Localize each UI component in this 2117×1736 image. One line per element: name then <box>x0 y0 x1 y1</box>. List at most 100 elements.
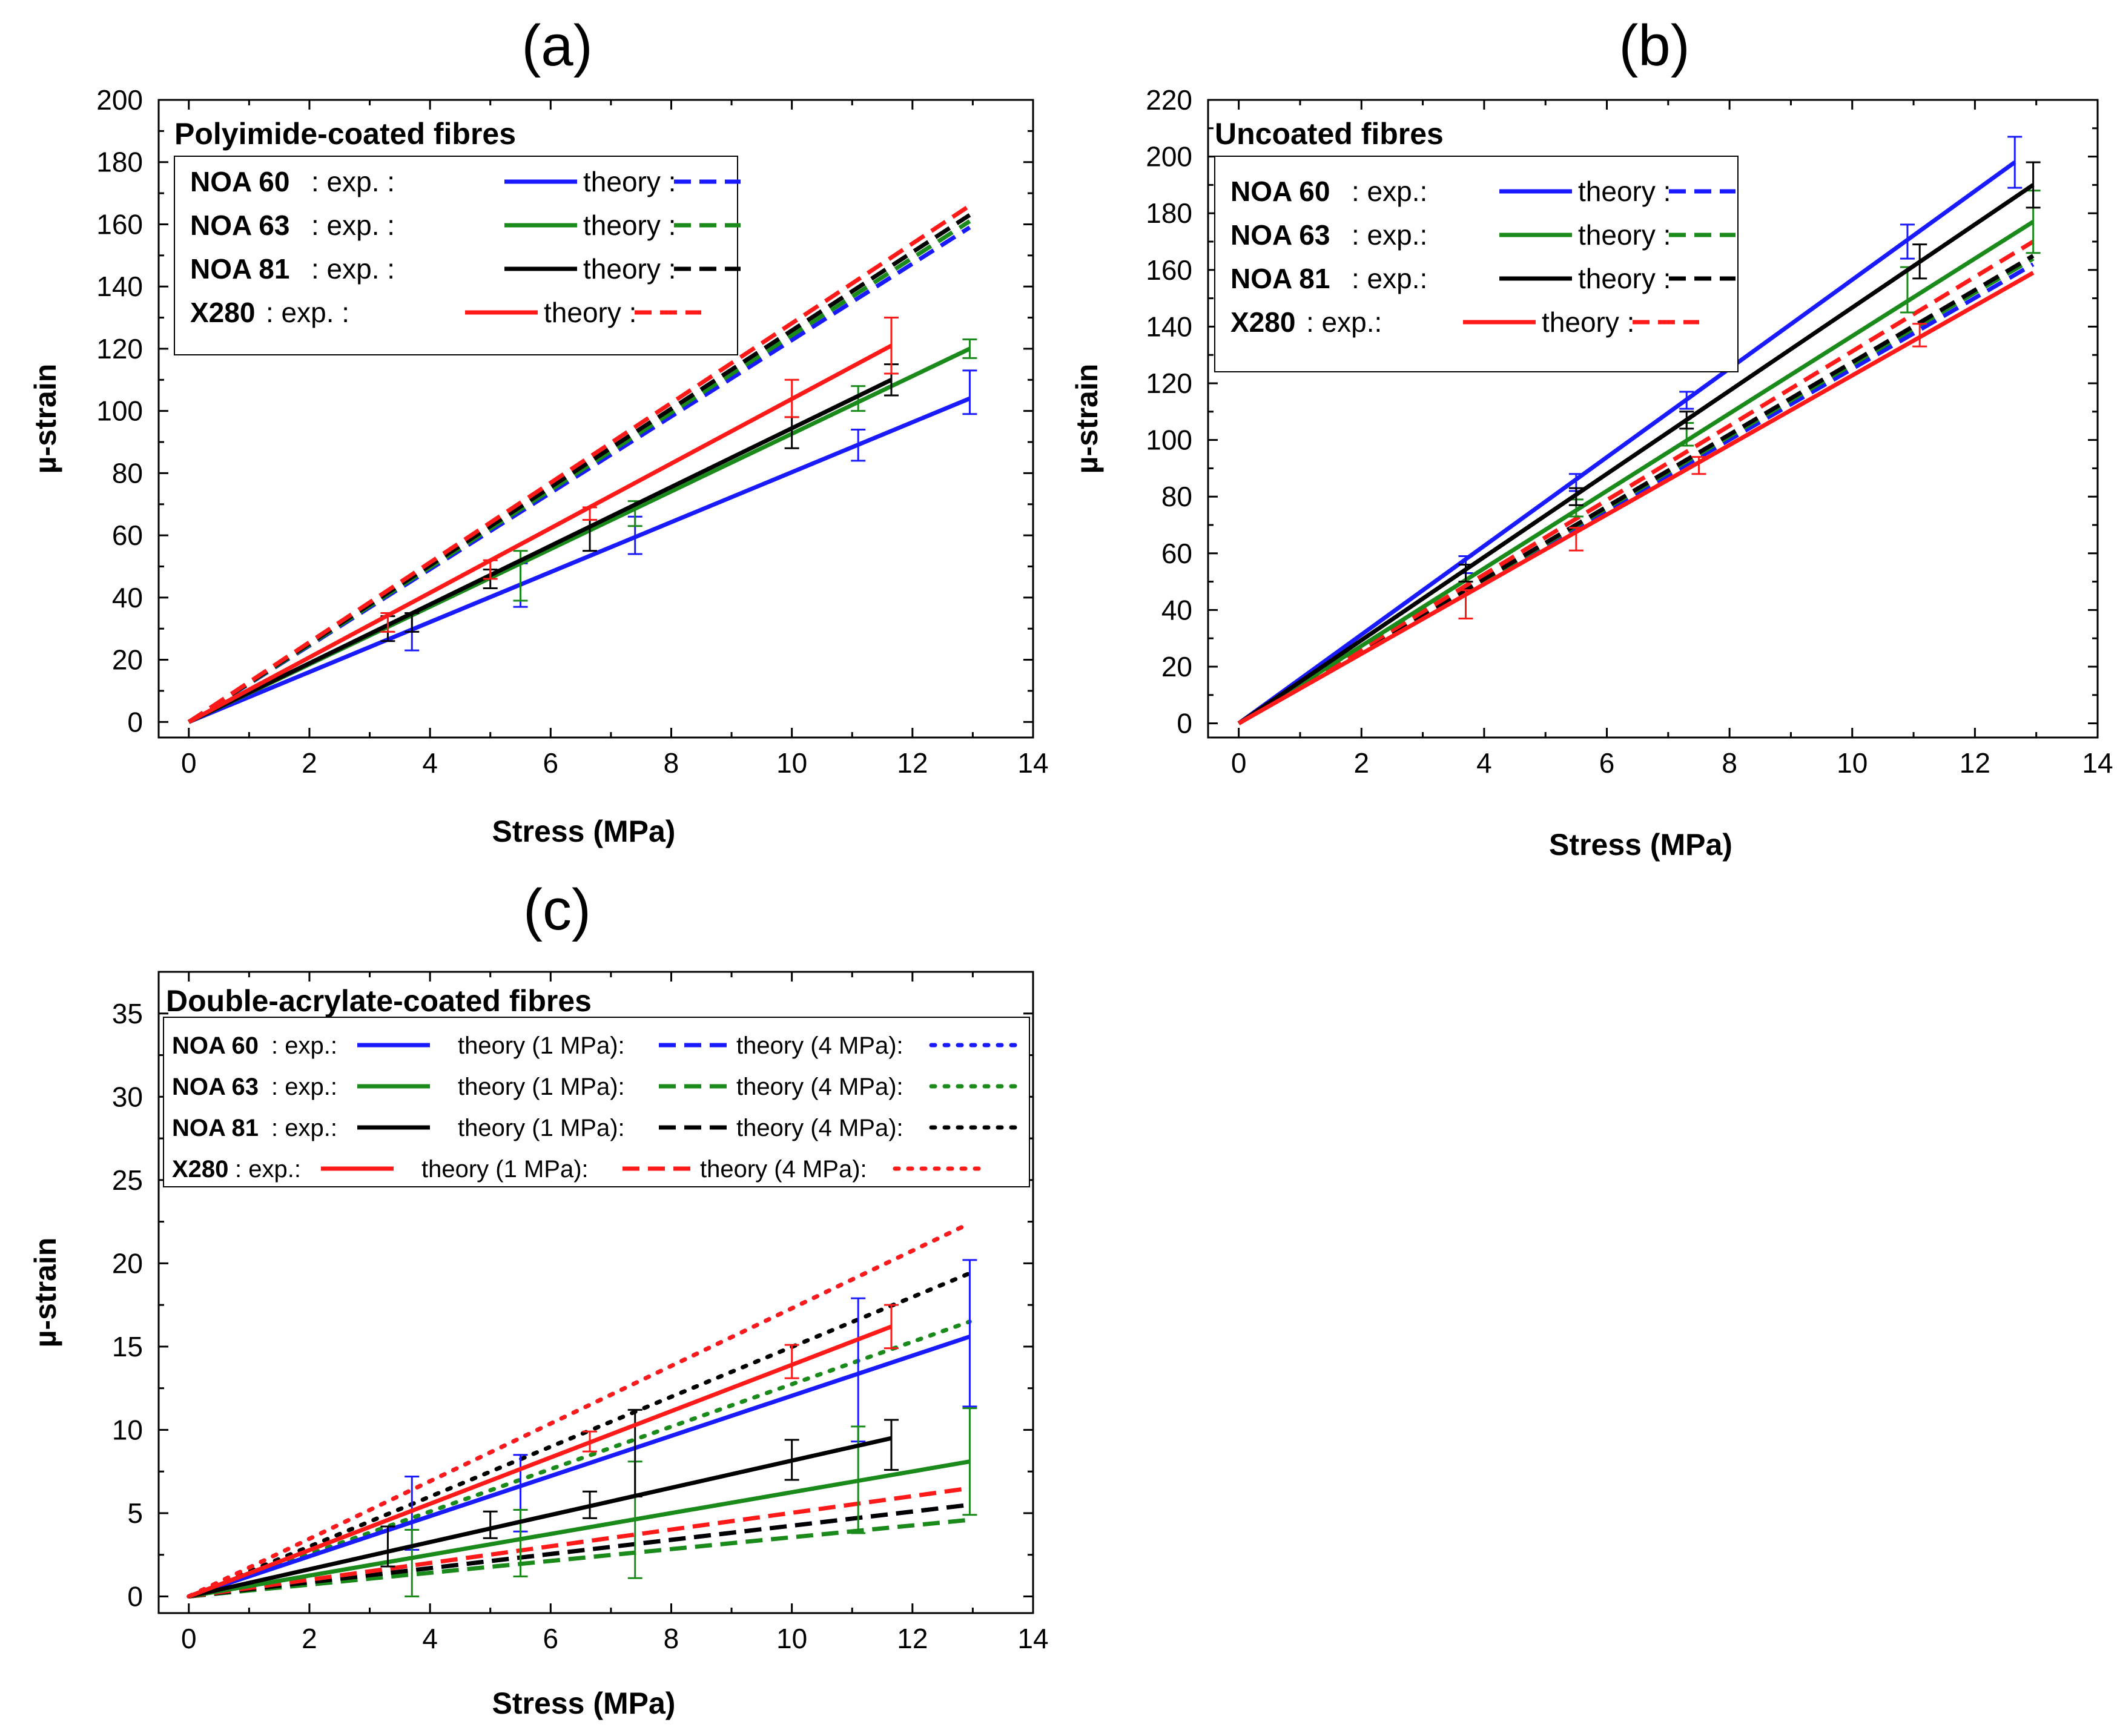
legend-theory1-label: theory (1 MPa): <box>458 1032 625 1059</box>
y-tick-label: 0 <box>127 1580 143 1612</box>
y-tick-label: 60 <box>1161 538 1192 569</box>
y-tick-label: 40 <box>112 582 143 613</box>
plot-area <box>187 1221 977 1599</box>
panel-label: (b) <box>1619 13 1689 78</box>
panel-a: (a)0 2 4 6 8 10 12 1402040608010012014016018020… <box>28 13 1049 848</box>
x-tick-label: 8 <box>1722 747 1737 779</box>
legend-name: X280 <box>1230 306 1295 338</box>
plot-frame <box>1207 99 2099 739</box>
x-tick-label: 2 <box>1353 747 1369 779</box>
y-tick-label: 35 <box>112 998 143 1029</box>
y-tick-label: 80 <box>1161 481 1192 512</box>
x-tick-label: 10 <box>776 747 807 779</box>
x-tick-label: 8 <box>664 1623 679 1654</box>
legend-name: NOA 60 <box>1230 176 1330 207</box>
errorbar-noa-63-exp <box>962 338 977 359</box>
y-tick-label: 0 <box>127 706 143 738</box>
series-line-noa-63-exp <box>1237 220 2035 725</box>
errorbar-noa-81-exp <box>2026 161 2041 209</box>
plot-area <box>1237 136 2041 725</box>
y-axis-label: µ-strain <box>28 364 62 474</box>
x-tick-label: 10 <box>1837 747 1868 779</box>
x-axis-label: Stress (MPa) <box>492 1686 676 1720</box>
series-line-noa-81-theory-1-mpa <box>188 1502 970 1599</box>
legend-name: X280 <box>190 297 255 328</box>
x-tick-label: 14 <box>1017 1623 1048 1654</box>
legend-box <box>1214 156 1739 372</box>
errorbar-noa-60-exp <box>851 428 866 462</box>
y-tick-label: 40 <box>1161 594 1192 625</box>
errorbar-noa-63-exp <box>405 1528 420 1597</box>
legend-theory-label: theory : <box>544 297 636 328</box>
x-tick-label: 6 <box>543 1623 559 1654</box>
legend-name: NOA 81 <box>1230 263 1330 294</box>
errorbar-x280-exp <box>1568 527 1584 552</box>
x-tick-label: 14 <box>1017 747 1048 779</box>
y-tick-label: 140 <box>96 271 143 302</box>
legend-theory4-label: theory (4 MPa): <box>700 1156 867 1183</box>
y-tick-label: 5 <box>127 1497 143 1529</box>
errorbar-noa-81-exp <box>784 1439 799 1481</box>
x-tick-label: 0 <box>181 1623 197 1654</box>
y-tick-label: 100 <box>96 395 143 427</box>
legend-exp-label: : exp.: <box>271 1115 337 1141</box>
errorbar-noa-60-exp <box>962 1259 977 1408</box>
x-tick-label: 6 <box>1599 747 1615 779</box>
panel-label: (c) <box>523 877 591 942</box>
errorbar-x280-exp <box>883 317 899 375</box>
x-tick-label: 12 <box>897 747 928 779</box>
series-line-noa-81-theory-4-mpa <box>187 1271 972 1599</box>
errorbar-noa-81-exp <box>1568 487 1584 506</box>
legend-exp-label: : exp. : <box>311 210 395 241</box>
y-tick-label: 60 <box>112 520 143 551</box>
errorbar-x280-exp <box>784 378 799 418</box>
legend-exp-label: : exp.: <box>235 1156 301 1183</box>
plot-frame <box>157 99 1034 739</box>
y-tick-label: 0 <box>1177 708 1192 739</box>
legend-theory-label: theory : <box>1578 219 1671 251</box>
legend-theory-label: theory : <box>1578 263 1671 294</box>
series-line-noa-60-exp <box>188 396 971 724</box>
errorbar-x280-exp <box>583 506 598 521</box>
legend-exp-label: : exp.: <box>271 1074 337 1100</box>
y-tick-label: 160 <box>1146 254 1192 286</box>
y-tick-label: 25 <box>112 1164 143 1196</box>
series-line-x280-exp <box>1237 271 2035 725</box>
series-line-noa-63-exp <box>188 1459 971 1599</box>
x-tick-label: 12 <box>1960 747 1990 779</box>
legend-name: NOA 60 <box>190 166 289 197</box>
y-tick-label: 20 <box>112 644 143 676</box>
series-line-noa-60-exp <box>1237 160 2016 725</box>
series-line-noa-63-theory-4-mpa <box>187 1319 972 1599</box>
legend-theory4-label: theory (4 MPa): <box>736 1032 903 1059</box>
errorbar-noa-81-exp <box>1458 564 1473 583</box>
legend-theory-label: theory : <box>1542 306 1634 338</box>
x-tick-label: 6 <box>543 747 559 779</box>
errorbar-noa-81-exp <box>583 1490 598 1519</box>
series-line-x280-theory-4-mpa <box>187 1221 972 1599</box>
legend-exp-label: : exp.: <box>1352 219 1427 251</box>
x-axis-label: Stress (MPa) <box>1549 828 1732 862</box>
errorbar-x280-exp <box>1691 456 1706 475</box>
legend-theory-label: theory : <box>583 210 676 241</box>
y-tick-label: 200 <box>1146 141 1192 173</box>
y-tick-label: 15 <box>112 1331 143 1362</box>
y-tick-label: 20 <box>1161 651 1192 682</box>
y-tick-label: 120 <box>96 333 143 365</box>
x-tick-label: 4 <box>422 1623 438 1654</box>
legend-exp-label: : exp. : <box>266 297 349 328</box>
y-tick-label: 220 <box>1146 84 1192 116</box>
chart-title: Uncoated fibres <box>1215 117 1444 151</box>
y-axis-label: µ-strain <box>1070 364 1104 474</box>
series-line-noa-81-exp <box>188 1436 892 1599</box>
errorbar-x280-exp <box>784 1344 799 1379</box>
legend-theory4-label: theory (4 MPa): <box>736 1115 903 1141</box>
legend-exp-label: : exp. : <box>311 166 395 197</box>
series-line-noa-60-exp <box>188 1335 971 1599</box>
errorbar-noa-63-exp <box>851 385 866 412</box>
legend-exp-label: : exp. : <box>311 253 395 285</box>
legend-theory-label: theory : <box>583 253 676 285</box>
y-tick-label: 10 <box>112 1414 143 1445</box>
series-line-x280-theory-1-mpa <box>188 1486 970 1599</box>
series-line-noa-81-exp <box>1237 183 2035 725</box>
